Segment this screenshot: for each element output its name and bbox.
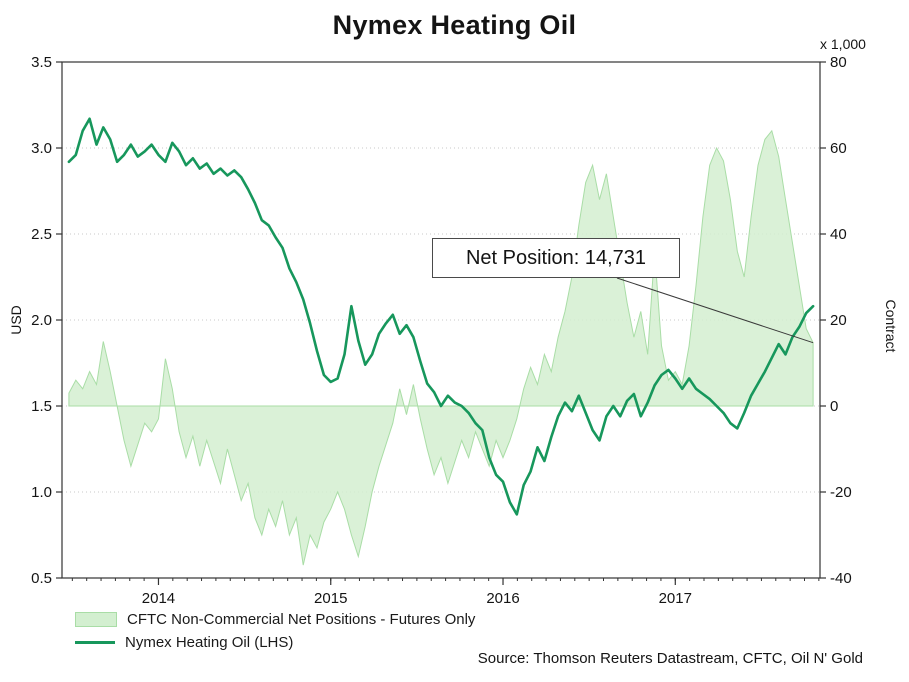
x-axis-tick-label: 2017 [659,590,692,607]
net-position-annotation: Net Position: 14,731 [432,238,680,278]
chart-title: Nymex Heating Oil [332,10,577,40]
right-axis-tick-label: -20 [830,484,852,501]
annotation-pointer-line [616,277,814,344]
left-axis-tick-label: 1.5 [31,398,52,415]
right-axis-tick-label: 0 [830,398,838,415]
right-axis-unit-label: x 1,000 [820,36,866,52]
legend-item-price: Nymex Heating Oil (LHS) [75,634,475,651]
right-axis-tick-label: 20 [830,312,847,329]
right-axis-tick-label: 40 [830,226,847,243]
area-swatch-icon [75,612,117,627]
legend-label-net-positions: CFTC Non-Commercial Net Positions - Futu… [127,611,476,628]
left-axis-tick-label: 0.5 [31,570,52,587]
net-positions-area [68,129,814,566]
legend: CFTC Non-Commercial Net Positions - Futu… [75,611,475,651]
source-credit: Source: Thomson Reuters Datastream, CFTC… [477,650,863,667]
left-axis-tick-label: 3.0 [31,140,52,157]
legend-label-price: Nymex Heating Oil (LHS) [125,634,294,651]
right-axis-tick-label: 80 [830,54,847,71]
left-axis-label: USD [8,305,24,335]
right-axis-tick-label: 60 [830,140,847,157]
left-axis-tick-label: 2.0 [31,312,52,329]
left-axis-tick-label: 1.0 [31,484,52,501]
left-axis-tick-label: 2.5 [31,226,52,243]
price-line [67,117,815,516]
line-swatch-icon [75,641,115,644]
x-axis-tick-label: 2014 [142,590,175,607]
right-axis-tick-label: -40 [830,570,852,587]
left-axis-tick-label: 3.5 [31,54,52,71]
x-axis-tick-label: 2015 [314,590,347,607]
right-axis-label: Contract [883,299,899,353]
x-axis-tick-label: 2016 [486,590,519,607]
legend-item-net-positions: CFTC Non-Commercial Net Positions - Futu… [75,611,475,628]
